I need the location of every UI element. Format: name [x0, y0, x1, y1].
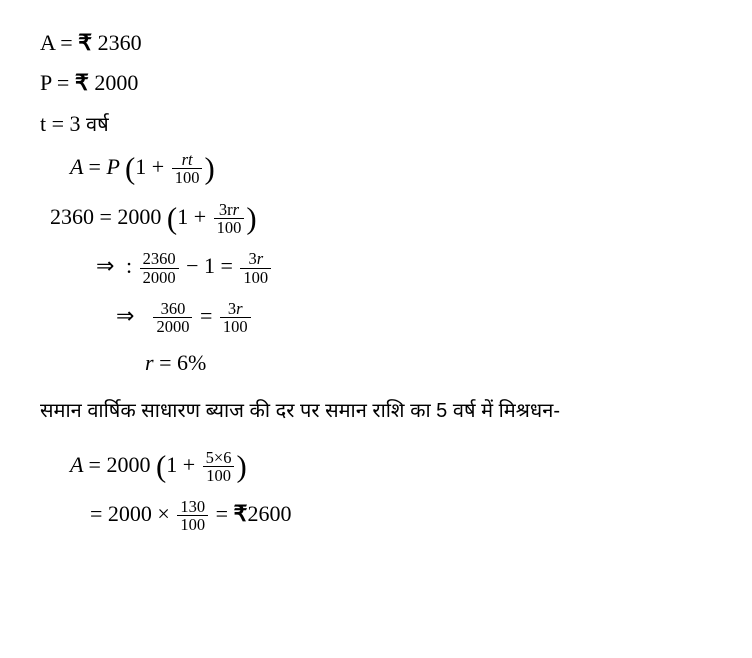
A-eq: = — [60, 30, 72, 55]
frac-num: 360 — [153, 300, 192, 317]
formula-P: P — [106, 154, 119, 179]
one: 1 — [177, 203, 188, 228]
step3-frac1: 360 2000 — [153, 300, 192, 336]
P-value: 2000 — [94, 70, 138, 95]
formula-eq: = — [89, 154, 101, 179]
one: 1 — [166, 451, 177, 476]
t-eq: = — [52, 111, 64, 136]
one: 1 — [204, 253, 215, 278]
t-lhs: t — [40, 111, 46, 136]
plus: + — [152, 154, 164, 179]
final-coeff: 2000 — [108, 501, 152, 526]
r-lhs: r — [145, 350, 154, 375]
rparen-icon: ) — [246, 201, 256, 235]
final2-line: = 2000 × 130 100 = ₹2600 — [90, 498, 712, 534]
rparen-icon: ) — [204, 151, 214, 185]
r-value: 6% — [177, 350, 206, 375]
eq2: = — [216, 501, 228, 526]
frac-num: 2360 — [140, 250, 179, 267]
step2-frac2: 3r 100 — [240, 250, 271, 286]
answer: 2600 — [248, 501, 292, 526]
rupee-icon: ₹ — [75, 70, 89, 95]
formula-line: A = P (1 + rt 100 ) — [70, 151, 712, 187]
frac-num: 130 — [177, 498, 208, 515]
frac-den: 100 — [172, 168, 203, 186]
frac-num: 3r — [220, 300, 251, 317]
step3-frac2: 3r 100 — [220, 300, 251, 336]
formula-A: A — [70, 154, 83, 179]
lparen-icon: ( — [167, 201, 177, 235]
colon: : — [126, 253, 132, 278]
given-A: A = ₹ 2360 — [40, 30, 712, 56]
times: × — [157, 501, 169, 526]
step1-eq: = — [100, 203, 112, 228]
implies-icon: ⇒ — [96, 253, 114, 278]
final-coeff: 2000 — [106, 451, 150, 476]
t-value: 3 — [70, 111, 81, 136]
final1-frac: 5×6 100 — [203, 449, 235, 485]
P-lhs: P — [40, 70, 51, 95]
given-t: t = 3 वर्ष — [40, 110, 712, 137]
final1-line: A = 2000 (1 + 5×6 100 ) — [70, 449, 712, 485]
A-lhs: A — [40, 30, 55, 55]
P-eq: = — [57, 70, 69, 95]
formula-frac: rt 100 — [172, 151, 203, 187]
step2-line: ⇒ : 2360 2000 − 1 = 3r 100 — [90, 250, 712, 286]
frac-den: 100 — [214, 218, 245, 236]
lparen-icon: ( — [125, 151, 135, 185]
step2-frac1: 2360 2000 — [140, 250, 179, 286]
frac-den: 2000 — [140, 268, 179, 286]
frac-num: 5×6 — [203, 449, 235, 466]
rparen-icon: ) — [236, 449, 246, 483]
step3-line: ⇒ 360 2000 = 3r 100 — [110, 300, 712, 336]
eq: = — [220, 253, 232, 278]
eq: = — [200, 303, 212, 328]
lparen-icon: ( — [156, 449, 166, 483]
step1-lhs: 2360 — [50, 203, 94, 228]
one: 1 — [135, 154, 146, 179]
frac-den: 100 — [177, 515, 208, 533]
implies-icon: ⇒ — [116, 303, 134, 328]
final2-frac: 130 100 — [177, 498, 208, 534]
minus: − — [186, 253, 198, 278]
eq: = — [90, 501, 102, 526]
step1-frac: 3rr 100 — [214, 201, 245, 237]
A-value: 2360 — [98, 30, 142, 55]
rupee-icon: ₹ — [234, 501, 248, 526]
frac-den: 100 — [240, 268, 271, 286]
step1-coeff: 2000 — [117, 203, 161, 228]
frac-den: 100 — [220, 317, 251, 335]
plus: + — [194, 203, 206, 228]
plus: + — [183, 451, 195, 476]
step1-line: 2360 = 2000 (1 + 3rr 100 ) — [50, 201, 712, 237]
step4-line: r = 6% — [145, 350, 712, 376]
frac-num: 3r — [240, 250, 271, 267]
sentence: समान वार्षिक साधारण ब्याज की दर पर समान … — [40, 396, 712, 423]
frac-den: 100 — [203, 466, 235, 484]
frac-num: 3rr — [214, 201, 245, 218]
frac-num: rt — [172, 151, 203, 168]
given-P: P = ₹ 2000 — [40, 70, 712, 96]
eq: = — [159, 350, 171, 375]
rupee-icon: ₹ — [78, 30, 92, 55]
final-A: A — [70, 451, 83, 476]
t-unit: वर्ष — [86, 114, 109, 136]
frac-den: 2000 — [153, 317, 192, 335]
eq: = — [89, 451, 101, 476]
